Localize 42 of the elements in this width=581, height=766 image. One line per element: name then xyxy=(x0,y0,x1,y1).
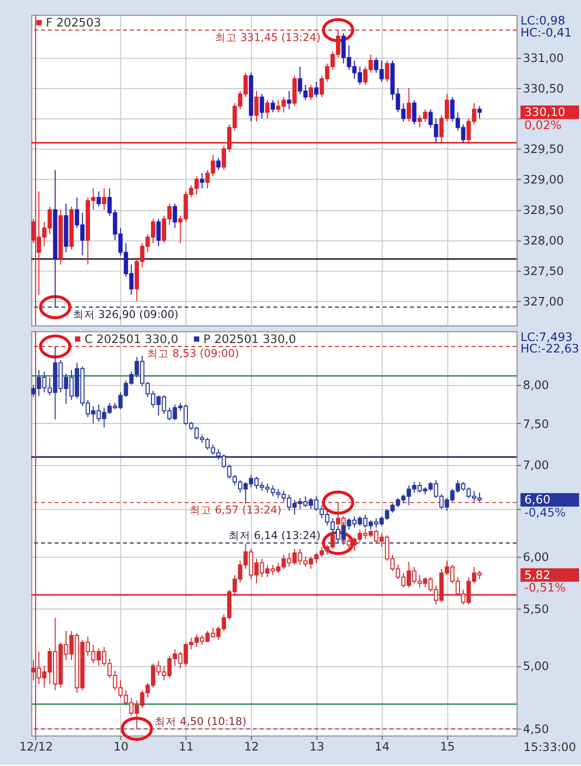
ref-line-label: 최저 4,50 (10:18) xyxy=(154,714,246,728)
y-tick-label: 4,50 xyxy=(522,722,549,736)
y-tick-label: 331,00 xyxy=(522,50,564,65)
y-tick-label: 329,00 xyxy=(522,172,564,187)
y-tick-label: 6,00 xyxy=(522,550,549,564)
text: 0,02% xyxy=(524,118,562,132)
y-tick-label: 327,00 xyxy=(522,294,564,308)
y-tick-label: 8,00 xyxy=(522,378,549,392)
y-tick-label: 327,50 xyxy=(522,264,564,278)
y-tick-label: 5,00 xyxy=(522,659,549,674)
y-tick-label: 5,50 xyxy=(522,602,549,616)
ref-line-label: 최고 6,57 (13:24) xyxy=(189,503,282,516)
x-tick-label: 14 xyxy=(374,740,390,754)
text: 15:33:00 xyxy=(523,740,576,754)
text: LC:7,493 xyxy=(520,330,573,344)
x-tick-label: 12/12 xyxy=(19,740,53,754)
y-tick-label: 7,00 xyxy=(522,458,549,472)
y-tick-label: 329,50 xyxy=(522,142,564,156)
text: -0,45% xyxy=(524,505,566,520)
y-tick-label: 328,00 xyxy=(522,234,564,248)
legend-label: C 202501 330,0 xyxy=(84,332,178,346)
x-tick-label: 12 xyxy=(244,740,259,754)
y-tick-label: 330,50 xyxy=(522,81,564,96)
x-tick-label: 10 xyxy=(114,740,128,754)
text: HC:-0,41 xyxy=(520,25,572,40)
text: LC:0,98 xyxy=(520,14,566,28)
text: HC:-22,63 xyxy=(520,342,580,356)
x-tick-label: 13 xyxy=(309,740,324,754)
text: 6,60 xyxy=(524,492,550,507)
y-tick-label: 7,50 xyxy=(522,416,549,431)
legend-label: P 202501 330,0 xyxy=(203,332,296,346)
x-tick-label: 15 xyxy=(440,740,455,754)
ref-line-label: 최저 326,90 (09:00) xyxy=(72,308,178,321)
ref-line-label: 최저 6,14 (13:24) xyxy=(228,529,321,542)
text: -0,51% xyxy=(524,580,566,595)
text: 5,82 xyxy=(524,568,550,582)
y-tick-label: 328,50 xyxy=(522,203,564,218)
legend-label: F 202503 xyxy=(46,16,102,30)
ref-line-label: 최고 331,45 (13:24) xyxy=(214,30,321,44)
ref-line-label: 최고 8,53 (09:00) xyxy=(146,347,240,360)
text: 330,10 xyxy=(524,105,566,120)
x-tick-label: 11 xyxy=(178,740,194,754)
